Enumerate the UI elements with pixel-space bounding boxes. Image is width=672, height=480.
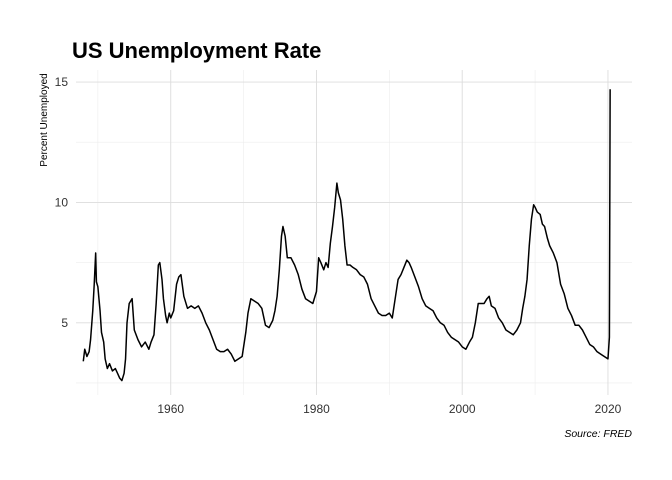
- y-tick-labels: 5 10 15: [55, 75, 69, 330]
- source-caption: Source: FRED: [564, 428, 632, 440]
- y-tick-label: 10: [55, 195, 69, 209]
- y-axis-label: Percent Unemployed: [39, 73, 50, 166]
- grid-major: [76, 70, 632, 395]
- unemployment-series-line: [82, 89, 611, 382]
- x-tick-label: 2020: [595, 402, 622, 416]
- data-line-group: [82, 89, 611, 382]
- x-tick-label: 1980: [303, 402, 330, 416]
- x-tick-label: 2000: [449, 402, 476, 416]
- x-tick-label: 1960: [157, 402, 184, 416]
- grid-minor: [76, 70, 632, 395]
- y-tick-label: 15: [55, 75, 69, 89]
- x-tick-labels: 1960 1980 2000 2020: [157, 402, 621, 416]
- chart-title: US Unemployment Rate: [72, 38, 321, 63]
- y-tick-label: 5: [61, 316, 68, 330]
